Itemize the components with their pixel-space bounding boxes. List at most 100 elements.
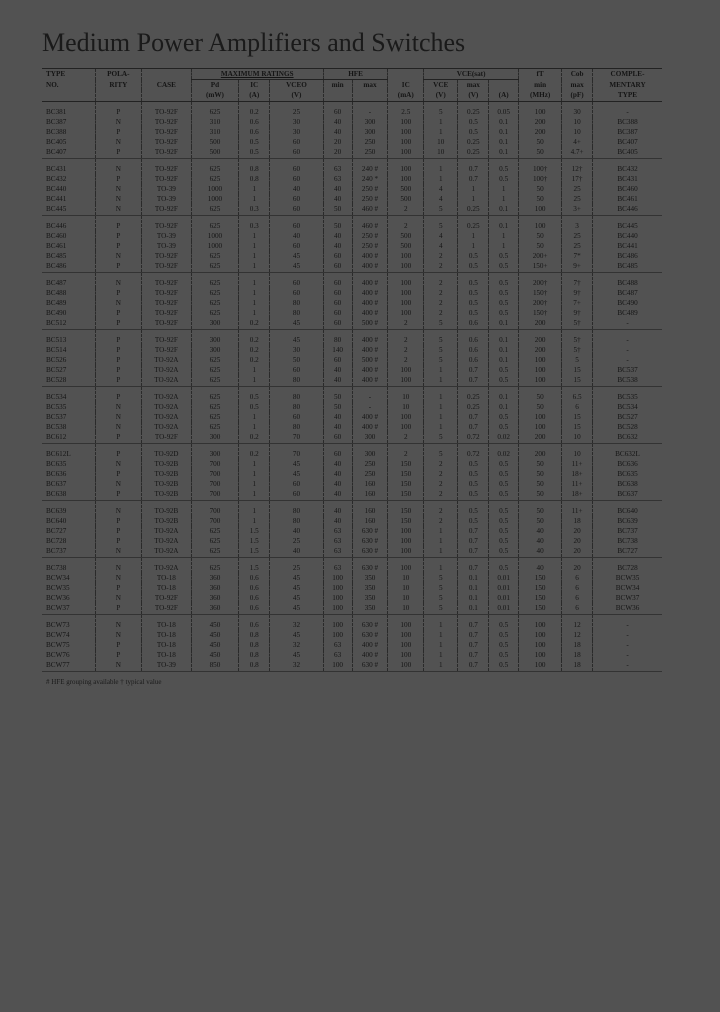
table-row: BCW34NTO-183600.6451003501050.10.011506B…	[42, 573, 662, 583]
table-cell: BC407	[593, 137, 662, 147]
table-cell: 4	[424, 231, 458, 241]
table-cell: 160	[352, 501, 388, 517]
table-cell: BC405	[593, 147, 662, 159]
table-row: BC612LPTO-92D3000.27060300250.720.022001…	[42, 444, 662, 460]
header-unit	[323, 90, 352, 102]
table-cell: BC528	[42, 375, 95, 387]
table-cell: 45	[270, 583, 323, 593]
table-cell: P	[95, 640, 141, 650]
table-cell: 5†	[562, 318, 593, 330]
table-cell: 5	[424, 204, 458, 216]
table-cell: 80	[270, 298, 323, 308]
table-cell: BC388	[42, 127, 95, 137]
table-cell: N	[95, 273, 141, 289]
table-cell: 5	[424, 318, 458, 330]
table-cell: 500 #	[352, 355, 388, 365]
header-group: COMPLE-	[593, 69, 662, 80]
table-cell: BC431	[42, 159, 95, 175]
table-cell: TO-92F	[142, 308, 192, 318]
table-cell: 40	[323, 501, 352, 517]
table-cell: BC637	[42, 479, 95, 489]
table-cell: 63	[323, 558, 352, 574]
table-cell: 400 #	[352, 308, 388, 318]
table-cell: BC387	[42, 117, 95, 127]
table-cell: 0.6	[458, 345, 489, 355]
table-cell: BC445	[593, 216, 662, 232]
table-cell: 460 #	[352, 216, 388, 232]
table-cell: 0.5	[458, 501, 489, 517]
table-cell: 0.7	[458, 422, 489, 432]
table-cell: 0.5	[458, 298, 489, 308]
table-cell: 0.7	[458, 650, 489, 660]
table-cell: 200+	[519, 251, 562, 261]
table-cell: 100	[388, 640, 424, 650]
table-row: BC446PTO-92F6250.36050460 #250.250.11003…	[42, 216, 662, 232]
table-cell: 0.1	[489, 137, 519, 147]
table-cell: 5	[424, 102, 458, 118]
table-cell: 400 #	[352, 251, 388, 261]
table-cell: BC738	[42, 558, 95, 574]
table-cell: 9+	[562, 261, 593, 273]
table-cell: 63	[323, 159, 352, 175]
table-cell: 6.5	[562, 387, 593, 403]
header-row-groups: TYPEPOLA-MAXIMUM RATINGSHFEVCE(sat)fTCob…	[42, 69, 662, 80]
table-cell: 60	[323, 288, 352, 298]
table-row: BC487NTO-92F62516060400 #10020.50.5200†7…	[42, 273, 662, 289]
table-cell: 0.5	[489, 546, 519, 558]
table-cell: BC538	[42, 422, 95, 432]
table-cell: 4	[424, 194, 458, 204]
table-cell: 0.5	[489, 412, 519, 422]
table-cell: BC514	[42, 345, 95, 355]
table-cell: 250	[352, 469, 388, 479]
table-cell: 63	[323, 640, 352, 650]
table-cell: 0.5	[458, 251, 489, 261]
table-cell: 0.5	[489, 536, 519, 546]
header-unit	[95, 90, 141, 102]
table-cell: 50	[323, 387, 352, 403]
table-cell: 300	[191, 444, 239, 460]
header-unit: (pF)	[562, 90, 593, 102]
table-cell: 63	[323, 650, 352, 660]
table-cell: 630 #	[352, 660, 388, 672]
table-cell: 100	[388, 630, 424, 640]
table-cell: 100	[519, 412, 562, 422]
table-cell: 4+	[562, 137, 593, 147]
table-cell: TO-92F	[142, 330, 192, 346]
header-label: min	[519, 80, 562, 91]
table-cell: 0.6	[239, 583, 270, 593]
table-cell: TO-18	[142, 630, 192, 640]
table-cell: 0.01	[489, 583, 519, 593]
table-cell: 30	[562, 102, 593, 118]
table-cell: 0.5	[458, 516, 489, 526]
table-cell: 60	[323, 261, 352, 273]
table-cell: N	[95, 593, 141, 603]
table-cell: 100	[388, 526, 424, 536]
table-cell: BC485	[42, 251, 95, 261]
table-cell: 40	[323, 127, 352, 137]
table-cell: 400 #	[352, 273, 388, 289]
table-cell: TO-39	[142, 241, 192, 251]
table-cell: 30	[270, 127, 323, 137]
table-cell: 10	[562, 432, 593, 444]
table-cell: BC461	[593, 194, 662, 204]
table-cell: 32	[270, 660, 323, 672]
table-cell: 6	[562, 402, 593, 412]
table-cell: BC488	[42, 288, 95, 298]
table-row: BCW75PTO-184500.83263400 #10010.70.51001…	[42, 640, 662, 650]
table-cell: 45	[270, 573, 323, 583]
table-cell: 0.25	[458, 147, 489, 159]
header-label: VCEO	[270, 80, 323, 91]
table-row: BC639NTO-92B7001804016015020.50.55011+BC…	[42, 501, 662, 517]
table-cell: 700	[191, 501, 239, 517]
table-row: BC737NTO-92A6251.54063630 #10010.70.5402…	[42, 546, 662, 558]
table-cell: 1	[424, 526, 458, 536]
table-cell: 100	[388, 422, 424, 432]
table-cell: 625	[191, 288, 239, 298]
table-cell: 2	[424, 288, 458, 298]
table-cell: 2	[388, 318, 424, 330]
table-row: BC489NTO-92F62518060400 #10020.50.5200†7…	[42, 298, 662, 308]
table-cell: 160	[352, 479, 388, 489]
table-cell: P	[95, 261, 141, 273]
table-cell: 1.5	[239, 558, 270, 574]
table-cell: N	[95, 546, 141, 558]
